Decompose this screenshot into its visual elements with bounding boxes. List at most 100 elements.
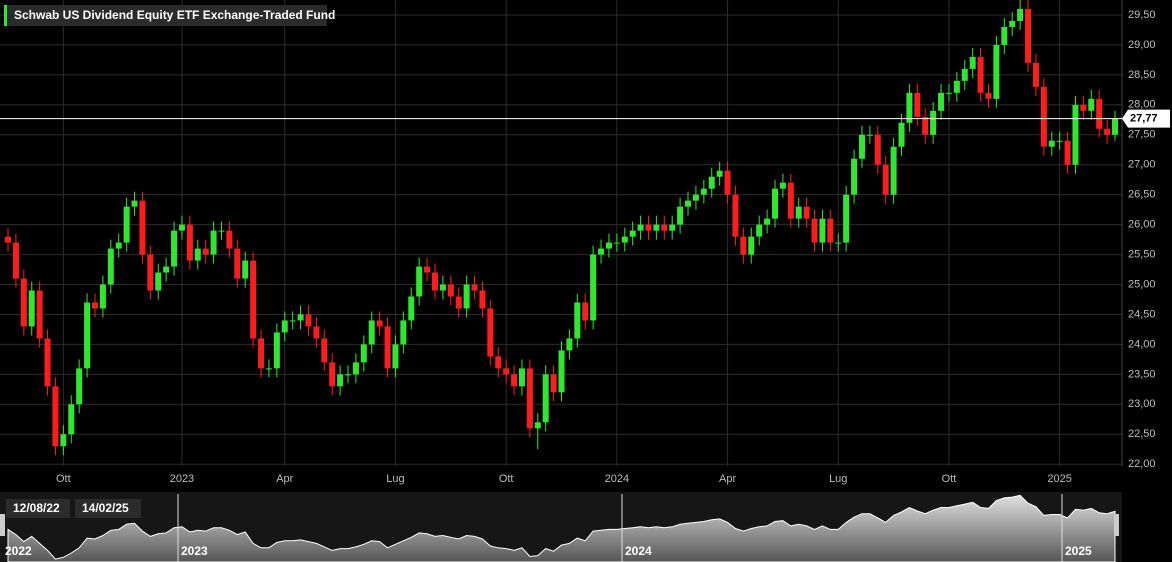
candle-body	[922, 116, 929, 135]
candle-body	[511, 374, 518, 387]
candle-body	[439, 284, 446, 291]
candle-body	[985, 92, 992, 99]
candle-body	[194, 248, 201, 261]
candle-body	[550, 374, 557, 393]
candle-body	[44, 338, 51, 387]
candle-body	[1025, 8, 1032, 63]
candle-body	[764, 218, 771, 225]
candle-body	[574, 302, 581, 339]
candle-body	[914, 92, 921, 117]
y-tick-label: 29,00	[1128, 39, 1156, 51]
title-accent	[4, 5, 7, 26]
x-tick-label: Ott	[56, 473, 71, 485]
candle-body	[265, 368, 272, 370]
candle-body	[107, 248, 114, 285]
y-tick-label: 23,00	[1128, 398, 1156, 410]
chart-title: Schwab US Dividend Equity ETF Exchange-T…	[14, 8, 335, 22]
candle-body	[582, 302, 589, 321]
y-tick-label: 23,50	[1128, 368, 1156, 380]
candle-body	[91, 302, 98, 309]
candle-body	[566, 338, 573, 351]
candle-body	[416, 266, 423, 297]
y-tick-label: 28,00	[1128, 99, 1156, 111]
candle-body	[732, 194, 739, 237]
navigator-handle	[1114, 514, 1119, 536]
candle-body	[447, 284, 454, 297]
candle-body	[740, 236, 747, 255]
grid: 22,00 22,50 23,00 23,50 24,00 24,50 25,00 25,50…	[0, 0, 1156, 485]
candle-body	[961, 68, 968, 81]
candle-body	[1032, 62, 1039, 87]
candle-body	[1040, 86, 1047, 147]
candle-body	[368, 320, 375, 345]
candle-body	[186, 224, 193, 261]
candle-body	[629, 230, 636, 237]
candle-body	[337, 374, 344, 387]
candle-body	[234, 248, 241, 279]
candle-body	[1056, 140, 1063, 142]
candle-body	[803, 206, 810, 219]
navigator-year: 2024	[625, 544, 652, 558]
candle-body	[637, 224, 644, 231]
candle-body	[969, 56, 976, 69]
candle-body	[526, 368, 533, 429]
candle-body	[36, 290, 43, 339]
candle-body	[52, 386, 59, 447]
candle-body	[115, 242, 122, 249]
candle-body	[384, 326, 391, 369]
y-tick-label: 29,50	[1128, 9, 1156, 21]
candle-body	[598, 248, 605, 255]
candle-body	[724, 170, 731, 195]
y-tick-label: 25,00	[1128, 278, 1156, 290]
y-tick-label: 25,50	[1128, 248, 1156, 260]
candle-body	[297, 314, 304, 321]
candle-body	[155, 272, 162, 291]
candle-body	[360, 344, 367, 363]
last-price-tag	[1122, 109, 1170, 128]
candle-body	[771, 188, 778, 219]
candle-body	[700, 188, 707, 195]
y-tick-label: 28,50	[1128, 69, 1156, 81]
x-tick-label: Lug	[829, 473, 847, 485]
navigator-year: 2025	[1065, 544, 1092, 558]
y-tick-label: 24,50	[1128, 308, 1156, 320]
candle-body	[345, 374, 352, 376]
candle-body	[305, 314, 312, 327]
candle-body	[953, 80, 960, 93]
candle-body	[463, 284, 470, 309]
candle-body	[843, 194, 850, 243]
candle-body	[1017, 8, 1024, 21]
candle-body	[977, 56, 984, 93]
start-date: 12/08/22	[13, 501, 60, 515]
candle-body	[938, 92, 945, 111]
candle-body	[424, 266, 431, 273]
candle-body	[131, 200, 138, 207]
candle-body	[321, 338, 328, 363]
candle-body	[669, 224, 676, 231]
candle-body	[20, 278, 27, 327]
candle-body	[84, 302, 91, 369]
x-tick-label: Apr	[276, 473, 293, 485]
candle-body	[1104, 128, 1111, 135]
candle-body	[906, 92, 913, 123]
candle-body	[242, 260, 249, 279]
candle-body	[226, 230, 233, 249]
candle-body	[28, 290, 35, 327]
candle-body	[605, 242, 612, 249]
y-tick-label: 22,00	[1128, 458, 1156, 470]
candle-body	[1072, 104, 1079, 165]
candle-body	[431, 272, 438, 291]
end-date: 14/02/25	[82, 501, 129, 515]
candle-body	[590, 254, 597, 321]
y-tick-label: 26,50	[1128, 189, 1156, 201]
candle-body	[835, 242, 842, 244]
plot: 27,77	[0, 0, 1170, 456]
candle-body	[1048, 140, 1055, 147]
candle-body	[621, 236, 628, 243]
y-tick-label: 26,00	[1128, 219, 1156, 231]
candle-body	[827, 218, 834, 243]
candle-body	[171, 230, 178, 267]
candle-body	[60, 434, 67, 447]
